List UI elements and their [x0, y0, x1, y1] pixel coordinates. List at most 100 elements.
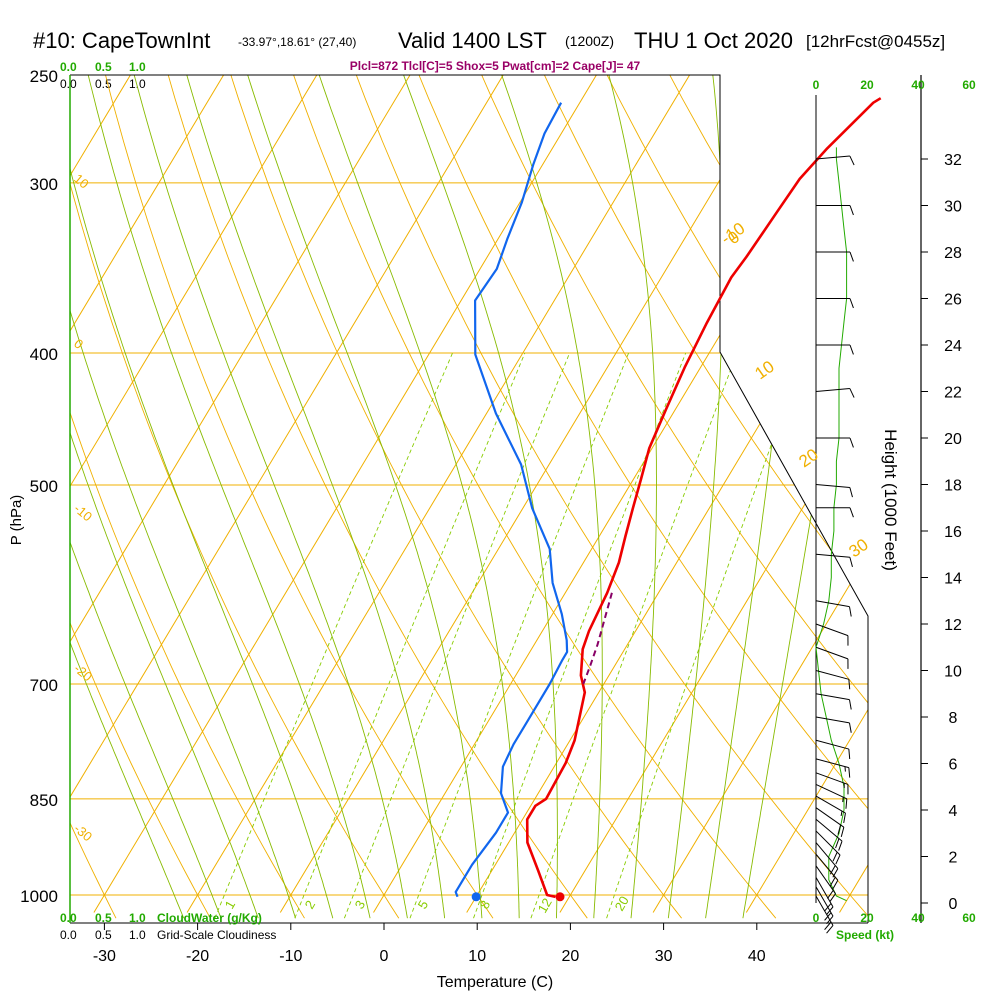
wind-barb-flag: [843, 812, 846, 823]
moist-adiabat: [492, 75, 603, 919]
dry-adiabat: [70, 75, 305, 919]
wind-barb: [816, 251, 854, 262]
moist-adiabat: [394, 75, 558, 919]
wind-barb-flag: [849, 251, 854, 262]
speed-bottom-40: 40: [911, 911, 925, 925]
sounding-indices: Plcl=872 Tlcl[C]=5 Shox=5 Pwat[cm]=2 Cap…: [350, 59, 641, 73]
dewpoint-line: [454, 102, 569, 898]
wind-barb-shaft: [815, 865, 836, 894]
wind-barb: [815, 693, 852, 710]
wind-barb: [815, 600, 852, 617]
dry-adiabat: [967, 51, 1000, 918]
wind-barb-shaft: [815, 670, 849, 680]
wind-barb: [815, 646, 849, 669]
wind-barb-flag: [849, 557, 853, 567]
pressure-tick-500: 500: [30, 477, 58, 496]
wind-barb: [815, 716, 852, 733]
wind-barb-shaft: [815, 600, 850, 608]
date-label: THU 1 Oct 2020: [634, 28, 793, 53]
temp-tick-30: 30: [655, 948, 673, 965]
wind-barb-flag: [827, 890, 834, 899]
wind-barb-shaft: [815, 553, 850, 558]
thermo-background: [70, 51, 1000, 919]
speed-top-40: 40: [911, 78, 925, 92]
isotherm: [933, 51, 1000, 913]
height-tick-30: 30: [944, 199, 962, 216]
wind-barb: [815, 807, 845, 837]
dry-adiabat: [346, 75, 868, 919]
wind-barb-flag: [849, 205, 854, 216]
station-title: #10: CapeTownInt: [33, 28, 210, 53]
wind-barb-flag: [840, 827, 845, 837]
cloudiness-top-2: 1.0: [129, 77, 146, 91]
wind-barb: [815, 865, 836, 903]
cloud-water-bottom-0: 0.0: [60, 911, 77, 925]
wind-barb-flag: [832, 851, 838, 862]
speed-top-20: 20: [860, 78, 874, 92]
wind-barb-flag: [849, 344, 854, 355]
mixing-ratio-label: 1: [222, 898, 239, 912]
mixing-ratio-label: 2: [302, 898, 319, 912]
wind-barb: [815, 739, 851, 760]
wind-barb: [815, 830, 841, 865]
wind-barb: [815, 758, 851, 778]
isotherm: [279, 75, 798, 913]
height-tick-4: 4: [949, 803, 958, 820]
dry-adiabat: [532, 75, 868, 919]
wind-barb: [816, 437, 854, 448]
mixing-ratio-label: 5: [415, 898, 432, 912]
wind-barb: [815, 795, 846, 823]
height-tick-26: 26: [944, 292, 962, 309]
moist-adiabat: [82, 75, 371, 919]
temp-tick--20: -20: [186, 948, 209, 965]
wind-barb: [815, 670, 851, 690]
wind-barb-flag: [848, 749, 851, 760]
isotherm: [70, 75, 425, 913]
plot-boundary: [70, 74, 869, 923]
wind-barb-flag: [849, 507, 854, 518]
height-tick-22: 22: [944, 385, 962, 402]
valid-time: Valid 1400 LST: [398, 28, 547, 53]
dry-adiabat-label: 10: [751, 357, 777, 383]
cloud-water-top-2: 1.0: [129, 60, 146, 74]
top-left-scales: 0.0 0.5 1.0 0.0 0.5 1.0: [60, 60, 146, 91]
pressure-tick-850: 850: [30, 791, 58, 810]
wind-barb-shaft: [815, 818, 843, 842]
temp-tick-10: 10: [468, 948, 486, 965]
isotherm: [70, 75, 239, 913]
cloud-water-top-0: 0.0: [60, 60, 77, 74]
wind-barb-flag: [849, 388, 855, 398]
height-tick-6: 6: [949, 757, 958, 774]
moist-adiabat: [70, 75, 222, 919]
wind-barb-shaft: [815, 739, 849, 750]
height-axis-title: Height (1000 Feet): [881, 429, 900, 571]
temp-tick-20: 20: [562, 948, 580, 965]
moist-adiabat: [70, 75, 185, 919]
wind-barb: [815, 553, 853, 567]
wind-barb: [815, 783, 848, 809]
height-tick-2: 2: [949, 850, 958, 867]
y-axis-title: P (hPa): [8, 495, 25, 546]
wind-barb: [815, 842, 839, 878]
isotherm: [652, 75, 868, 913]
pressure-tick-300: 300: [30, 175, 58, 194]
cloud-water-top-1: 0.5: [95, 60, 112, 74]
speed-bottom-0: 0: [813, 911, 820, 925]
moist-adiabat: [179, 75, 446, 919]
cloudiness-bottom-0: 0.0: [60, 928, 77, 942]
isotherm: [186, 75, 705, 913]
wind-barb-shaft: [815, 842, 839, 869]
speed-bottom-60: 60: [962, 911, 976, 925]
wind-speed-profile: [815, 147, 848, 902]
mixing-ratio-5: [409, 352, 630, 919]
speed-bottom-20: 20: [860, 911, 874, 925]
height-tick-18: 18: [944, 478, 962, 495]
sounding-series: [454, 97, 882, 902]
wind-barb: [816, 507, 854, 518]
wind-barb-flag: [824, 921, 832, 930]
wind-barb: [815, 623, 849, 646]
wind-barb: [815, 818, 843, 851]
wind-barb-flag: [848, 699, 852, 710]
temp-tick-40: 40: [748, 948, 766, 965]
